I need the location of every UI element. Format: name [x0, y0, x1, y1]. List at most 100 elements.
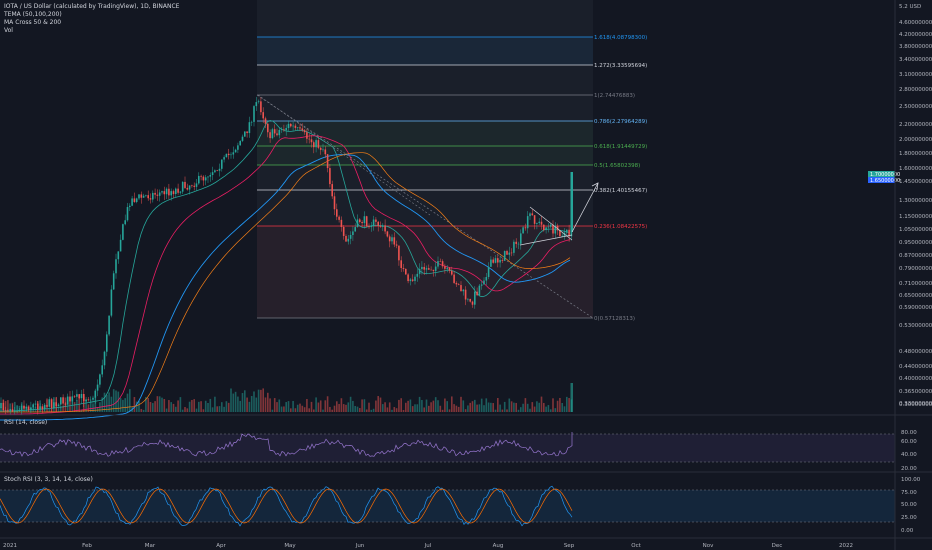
price-tick-label: 2.00000000	[899, 137, 932, 143]
candle-body	[46, 405, 48, 407]
candle-body	[556, 225, 559, 231]
volume-bar	[124, 398, 126, 412]
volume-bar	[460, 396, 462, 412]
volume-bar	[170, 402, 172, 412]
candle-body	[117, 251, 120, 260]
volume-bar	[469, 402, 471, 412]
volume-bar	[490, 402, 492, 412]
candle-body	[119, 239, 122, 252]
candle-body	[271, 129, 274, 139]
volume-bar	[526, 403, 529, 412]
volume-bar	[448, 409, 451, 412]
volume-bar	[145, 397, 147, 412]
candle-body	[363, 216, 366, 224]
volume-bar	[193, 399, 195, 412]
volume-bar	[165, 408, 168, 412]
volume-bar	[492, 403, 494, 412]
candle-body	[561, 235, 563, 237]
indicator-tema-legend[interactable]: TEMA (50,100,200)	[4, 11, 62, 18]
volume-bar	[510, 401, 513, 412]
indicator-ma-cross-legend[interactable]: MA Cross 50 & 200	[4, 19, 62, 26]
volume-bar	[14, 401, 16, 412]
candle-body	[352, 231, 354, 235]
candle-body	[69, 396, 71, 402]
volume-bar	[287, 401, 290, 412]
volume-bar	[451, 396, 453, 412]
price-tick-label: 1.60000000	[899, 166, 932, 172]
candle-body	[221, 159, 223, 169]
candle-body	[4, 410, 7, 411]
candle-body	[87, 399, 90, 401]
stoch-rsi-title[interactable]: Stoch RSI (3, 3, 14, 14, close)	[4, 476, 93, 483]
price-tick-label: 3.10000000	[899, 72, 932, 78]
time-label: Oct	[631, 543, 641, 549]
candle-body	[177, 188, 179, 193]
volume-bar	[545, 406, 547, 412]
fib-level-label: 1.272(3.33595694)	[594, 63, 647, 69]
volume-bar	[393, 407, 396, 412]
volume-bar	[375, 400, 377, 412]
volume-bar	[549, 409, 552, 412]
candle-body	[165, 188, 168, 195]
candle-body	[529, 213, 531, 217]
volume-bar	[368, 402, 370, 412]
triangle-lower-line	[519, 234, 573, 246]
rsi-pane[interactable]: 80.00 60.00 40.00 20.00	[0, 430, 917, 472]
volume-bar	[290, 408, 292, 412]
candle-body	[18, 409, 21, 411]
volume-bar	[559, 397, 561, 412]
volume-bar	[110, 396, 113, 412]
candle-body	[207, 176, 209, 178]
candle-body	[193, 185, 195, 187]
candle-body	[379, 225, 382, 227]
candle-body	[370, 226, 373, 228]
candle-body	[115, 259, 117, 274]
candle-body	[234, 149, 237, 153]
time-axis[interactable]: 2021 Feb Mar Apr May Jun Jul Aug Sep Oct Nov Dec 202…	[3, 543, 853, 549]
volume-bar	[319, 400, 322, 412]
candle-body	[71, 396, 74, 402]
candle-body	[540, 221, 543, 225]
time-label: Nov	[703, 543, 714, 549]
stoch-k-line	[0, 485, 573, 527]
volume-bar	[556, 400, 559, 412]
candle-body	[223, 157, 225, 160]
volume-bar	[543, 402, 545, 412]
candle-body	[476, 291, 478, 296]
volume-bar	[568, 398, 570, 412]
price-tick-label: 3.80000000	[899, 44, 932, 50]
candle-body	[163, 191, 166, 195]
candle-body	[16, 410, 18, 412]
volume-bar	[533, 406, 536, 412]
price-axis[interactable]: 5.2 USD 4.60000000 4.20000000 3.80000000 3.4…	[868, 4, 932, 408]
candle-body	[92, 397, 94, 400]
candle-body	[269, 132, 271, 139]
candle-body	[478, 285, 481, 296]
fib-band	[257, 121, 593, 165]
candle-body	[99, 374, 101, 385]
trendline-drawings[interactable]	[257, 94, 599, 246]
stoch-rsi-pane[interactable]: 100.00 75.00 50.00 25.00 0.00	[0, 477, 921, 534]
volume-bar	[221, 402, 223, 412]
volume-bar	[129, 389, 131, 412]
volume-bar	[317, 402, 320, 412]
volume-bar	[386, 407, 389, 412]
volume-bar	[359, 408, 361, 412]
candle-body	[313, 142, 315, 148]
candle-body	[517, 243, 520, 245]
candle-body	[566, 229, 568, 233]
volume-bar	[407, 400, 409, 412]
candle-body	[257, 101, 260, 103]
candle-body	[227, 153, 230, 156]
price-tick-label: 0.79000000	[899, 266, 932, 272]
candle-body	[133, 198, 136, 202]
candle-body	[324, 149, 327, 155]
candle-body	[43, 405, 46, 409]
price-tick-label: 1.80000000	[899, 151, 932, 157]
rsi-title[interactable]: RSI (14, close)	[4, 419, 48, 426]
volume-bar	[529, 408, 531, 412]
candle-body	[434, 266, 437, 271]
indicator-volume-legend[interactable]: Vol	[4, 27, 13, 34]
candle-body	[547, 226, 550, 228]
